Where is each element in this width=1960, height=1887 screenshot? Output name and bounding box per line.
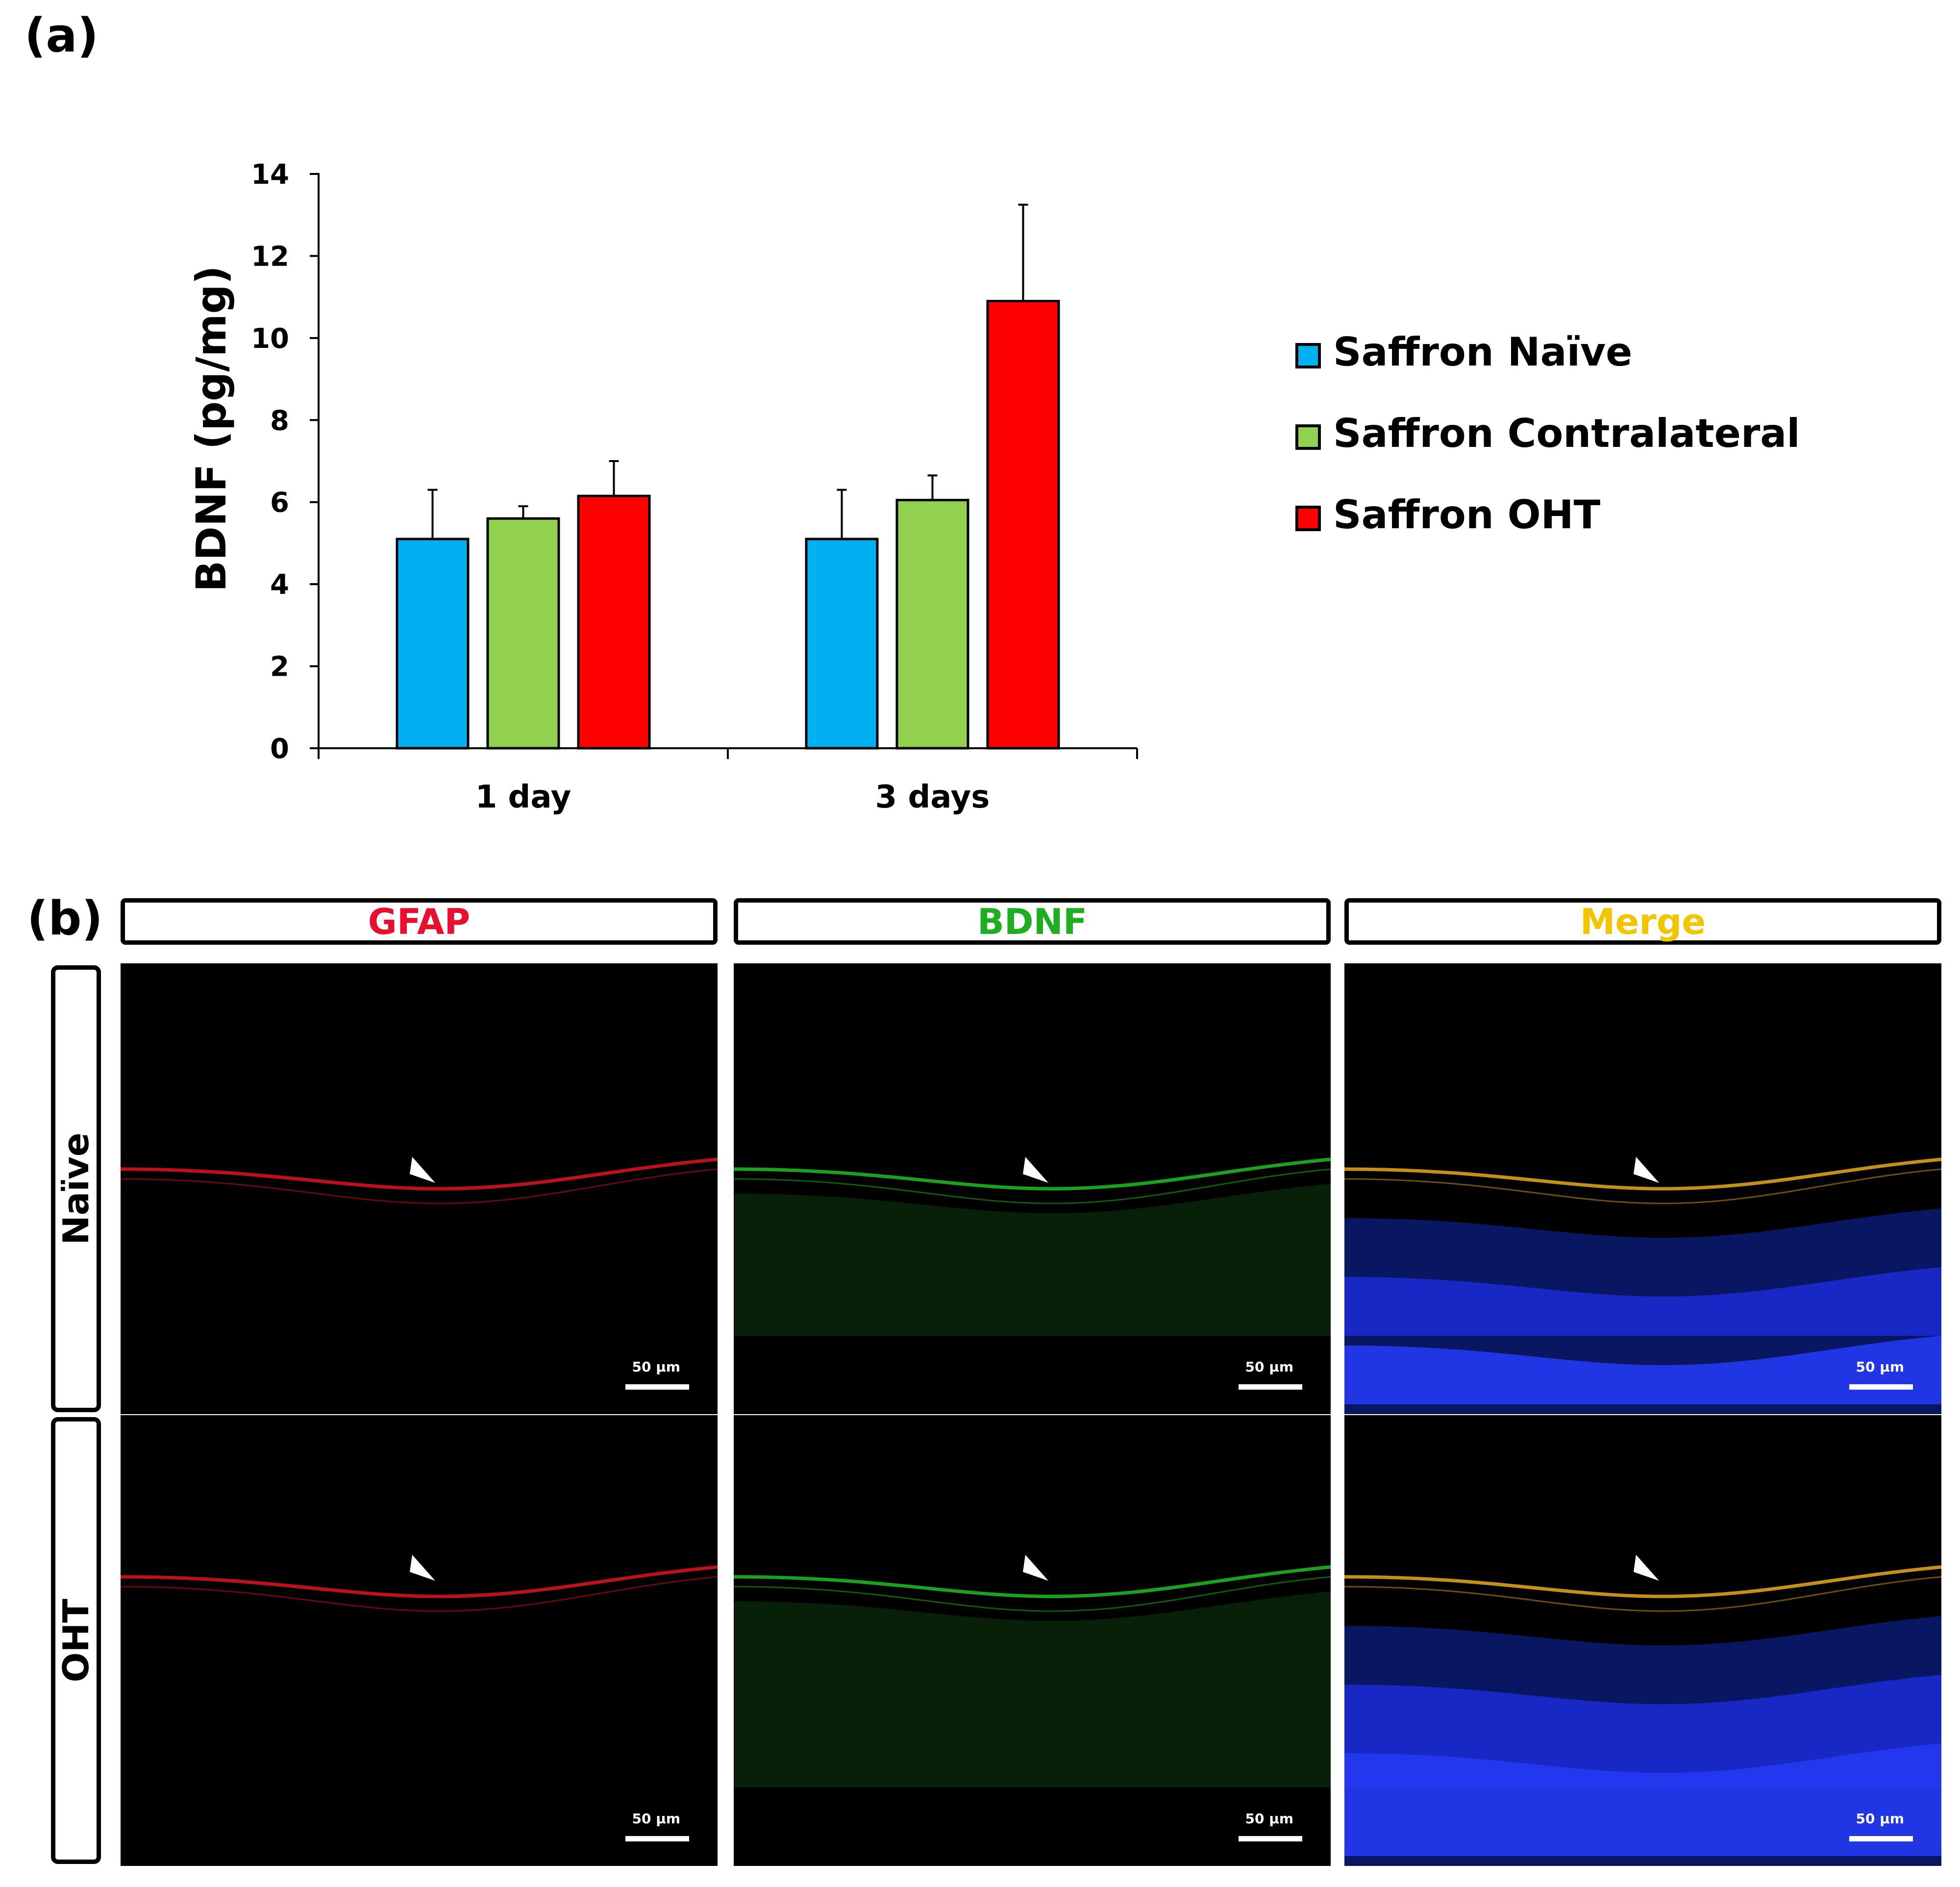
scale-bar-label: 50 µm	[632, 1359, 681, 1375]
scale-bar	[1849, 1836, 1913, 1841]
bar	[577, 494, 651, 750]
tissue-image	[1344, 1555, 1941, 1866]
x-tick-label: 1 day	[475, 779, 571, 815]
y-axis-label: BDNF (pg/mg)	[187, 266, 235, 592]
scale-bar	[625, 1836, 689, 1841]
legend-label: Saffron Naïve	[1333, 329, 1633, 375]
row-header-oht: OHT	[51, 1417, 101, 1864]
micrograph-bdnf-naive: 50 µm	[734, 963, 1331, 1414]
bar	[805, 538, 879, 750]
micrograph-merge-oht: 50 µm	[1344, 1415, 1941, 1866]
micrograph-gfap-oht: 50 µm	[121, 1415, 718, 1866]
legend-label: Saffron OHT	[1333, 492, 1601, 538]
bar	[396, 538, 470, 750]
row-header-naive: Naïve	[51, 965, 101, 1412]
column-header-gfap: GFAP	[121, 898, 718, 945]
bar	[986, 300, 1060, 750]
scale-bar-label: 50 µm	[632, 1811, 681, 1827]
y-tick-label: 10	[251, 323, 289, 355]
scale-bar-label: 50 µm	[1245, 1811, 1294, 1827]
column-header-bdnf: BDNF	[734, 898, 1331, 945]
scale-bar-label: 50 µm	[1856, 1359, 1905, 1375]
y-tick-label: 0	[270, 733, 289, 765]
column-header-merge: Merge	[1344, 898, 1941, 945]
y-tick-label: 6	[270, 487, 289, 519]
scale-bar	[625, 1384, 689, 1390]
panel-b-label: (b)	[27, 892, 103, 946]
bdnf-bar-chart: 0 2 4 6 8 10 12 14 1 day 3 days BDNF (pg/mg)	[187, 159, 1138, 815]
scale-bar-label: 50 µm	[1856, 1811, 1905, 1827]
y-tick-label: 2	[270, 651, 289, 683]
scale-bar	[1239, 1384, 1302, 1390]
legend-swatch	[1295, 506, 1321, 531]
micrograph-bdnf-oht: 50 µm	[734, 1415, 1331, 1866]
x-tick-label: 3 days	[875, 779, 990, 815]
tissue-image	[734, 1555, 1331, 1788]
bar	[895, 499, 969, 750]
micrograph-merge-naive: 50 µm	[1344, 963, 1941, 1414]
scale-bar-label: 50 µm	[1245, 1359, 1294, 1375]
scale-bar	[1239, 1836, 1302, 1841]
tissue-image	[121, 1157, 718, 1204]
y-tick-label: 4	[270, 569, 289, 601]
micrograph-gfap-naive: 50 µm	[121, 963, 718, 1414]
tissue-image	[121, 1555, 718, 1612]
scale-bar	[1849, 1384, 1913, 1390]
plot-area: 0 2 4 6 8 10 12 14 1 day 3 days	[251, 159, 1138, 815]
legend-label: Saffron Contralateral	[1333, 411, 1800, 456]
y-tick-label: 8	[270, 405, 289, 437]
y-tick-label: 14	[251, 159, 289, 191]
bar	[486, 517, 560, 750]
y-tick-label: 12	[251, 241, 289, 272]
legend-swatch	[1295, 424, 1321, 450]
tissue-image	[1344, 1157, 1941, 1414]
legend-swatch	[1295, 343, 1321, 368]
panel-a-label: (a)	[25, 9, 99, 63]
tissue-image	[734, 1157, 1331, 1336]
